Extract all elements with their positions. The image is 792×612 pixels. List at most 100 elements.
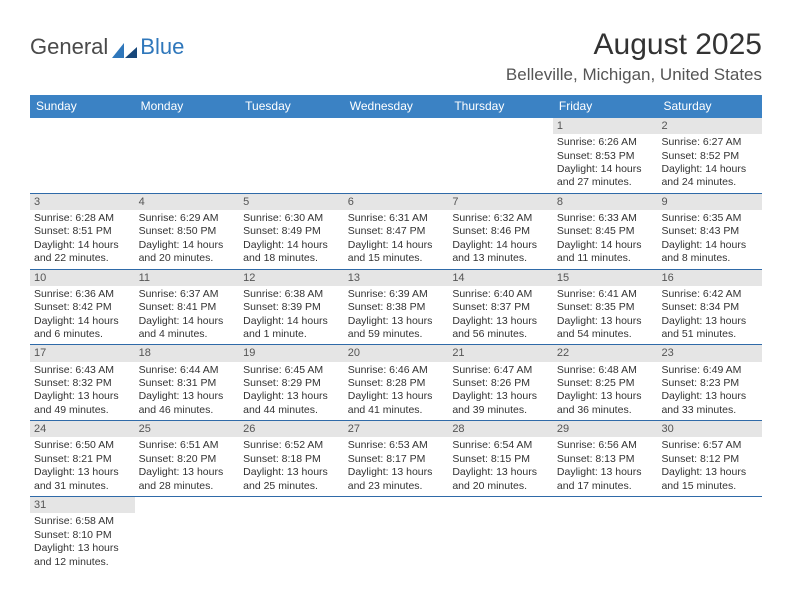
sunset-line: Sunset: 8:53 PM — [557, 150, 654, 163]
daylight-line-1: Daylight: 13 hours — [661, 315, 758, 328]
sunrise-line: Sunrise: 6:41 AM — [557, 288, 654, 301]
sunrise-line: Sunrise: 6:32 AM — [452, 212, 549, 225]
sunrise-line: Sunrise: 6:53 AM — [348, 439, 445, 452]
daylight-line-2: and 23 minutes. — [348, 480, 445, 493]
daylight-line-1: Daylight: 14 hours — [243, 315, 340, 328]
day-cell: 15Sunrise: 6:41 AMSunset: 8:35 PMDayligh… — [553, 270, 658, 345]
day-number: 6 — [344, 194, 449, 210]
empty-cell — [135, 497, 240, 572]
sunrise-line: Sunrise: 6:58 AM — [34, 515, 131, 528]
sunrise-line: Sunrise: 6:26 AM — [557, 136, 654, 149]
weekday-header-cell: Saturday — [657, 95, 762, 118]
week-row: 3Sunrise: 6:28 AMSunset: 8:51 PMDaylight… — [30, 194, 762, 270]
sunrise-line: Sunrise: 6:46 AM — [348, 364, 445, 377]
daylight-line-1: Daylight: 13 hours — [139, 466, 236, 479]
day-number: 19 — [239, 345, 344, 361]
weekday-header-cell: Wednesday — [344, 95, 449, 118]
empty-cell — [135, 118, 240, 193]
weekday-header-cell: Friday — [553, 95, 658, 118]
day-number: 14 — [448, 270, 553, 286]
location-subtitle: Belleville, Michigan, United States — [506, 65, 762, 85]
day-cell: 30Sunrise: 6:57 AMSunset: 8:12 PMDayligh… — [657, 421, 762, 496]
day-number: 1 — [553, 118, 658, 134]
daylight-line-1: Daylight: 13 hours — [661, 466, 758, 479]
sunset-line: Sunset: 8:12 PM — [661, 453, 758, 466]
day-number: 15 — [553, 270, 658, 286]
day-cell: 12Sunrise: 6:38 AMSunset: 8:39 PMDayligh… — [239, 270, 344, 345]
sunset-line: Sunset: 8:42 PM — [34, 301, 131, 314]
daylight-line-1: Daylight: 14 hours — [139, 315, 236, 328]
daylight-line-2: and 20 minutes. — [452, 480, 549, 493]
daylight-line-2: and 25 minutes. — [243, 480, 340, 493]
day-number: 2 — [657, 118, 762, 134]
sunrise-line: Sunrise: 6:36 AM — [34, 288, 131, 301]
daylight-line-2: and 41 minutes. — [348, 404, 445, 417]
daylight-line-1: Daylight: 13 hours — [34, 542, 131, 555]
day-number: 10 — [30, 270, 135, 286]
daylight-line-1: Daylight: 14 hours — [661, 163, 758, 176]
sunset-line: Sunset: 8:39 PM — [243, 301, 340, 314]
day-cell: 28Sunrise: 6:54 AMSunset: 8:15 PMDayligh… — [448, 421, 553, 496]
sunset-line: Sunset: 8:10 PM — [34, 529, 131, 542]
day-cell: 5Sunrise: 6:30 AMSunset: 8:49 PMDaylight… — [239, 194, 344, 269]
sunset-line: Sunset: 8:50 PM — [139, 225, 236, 238]
sunset-line: Sunset: 8:25 PM — [557, 377, 654, 390]
weekday-header-row: SundayMondayTuesdayWednesdayThursdayFrid… — [30, 95, 762, 118]
empty-cell — [448, 497, 553, 572]
daylight-line-1: Daylight: 14 hours — [661, 239, 758, 252]
day-cell: 2Sunrise: 6:27 AMSunset: 8:52 PMDaylight… — [657, 118, 762, 193]
sunset-line: Sunset: 8:34 PM — [661, 301, 758, 314]
day-cell: 18Sunrise: 6:44 AMSunset: 8:31 PMDayligh… — [135, 345, 240, 420]
day-cell: 24Sunrise: 6:50 AMSunset: 8:21 PMDayligh… — [30, 421, 135, 496]
sunset-line: Sunset: 8:45 PM — [557, 225, 654, 238]
empty-cell — [344, 118, 449, 193]
daylight-line-2: and 28 minutes. — [139, 480, 236, 493]
day-number: 3 — [30, 194, 135, 210]
daylight-line-2: and 12 minutes. — [34, 556, 131, 569]
daylight-line-2: and 18 minutes. — [243, 252, 340, 265]
day-number: 30 — [657, 421, 762, 437]
brand-logo: General Blue — [30, 34, 184, 60]
sunrise-line: Sunrise: 6:35 AM — [661, 212, 758, 225]
weekday-header-cell: Thursday — [448, 95, 553, 118]
sunrise-line: Sunrise: 6:56 AM — [557, 439, 654, 452]
month-title: August 2025 — [506, 28, 762, 61]
sunrise-line: Sunrise: 6:43 AM — [34, 364, 131, 377]
daylight-line-1: Daylight: 14 hours — [452, 239, 549, 252]
brand-name-1: General — [30, 34, 108, 60]
day-number: 23 — [657, 345, 762, 361]
day-number: 24 — [30, 421, 135, 437]
sunset-line: Sunset: 8:52 PM — [661, 150, 758, 163]
sunrise-line: Sunrise: 6:42 AM — [661, 288, 758, 301]
daylight-line-2: and 49 minutes. — [34, 404, 131, 417]
day-cell: 20Sunrise: 6:46 AMSunset: 8:28 PMDayligh… — [344, 345, 449, 420]
week-row: 1Sunrise: 6:26 AMSunset: 8:53 PMDaylight… — [30, 118, 762, 194]
daylight-line-2: and 1 minute. — [243, 328, 340, 341]
week-row: 10 Sunrise: 6:36 AMSunset: 8:42 PM Dayligh… — [30, 270, 762, 346]
daylight-line-1: Daylight: 13 hours — [557, 390, 654, 403]
daylight-line-1: Daylight: 14 hours — [557, 163, 654, 176]
daylight-line-2: and 8 minutes. — [661, 252, 758, 265]
day-number: 13 — [344, 270, 449, 286]
sunset-line: Sunset: 8:23 PM — [661, 377, 758, 390]
daylight-line-2: and 20 minutes. — [139, 252, 236, 265]
daylight-line-2: and 11 minutes. — [557, 252, 654, 265]
daylight-line-2: and 17 minutes. — [557, 480, 654, 493]
day-cell: 17Sunrise: 6:43 AMSunset: 8:32 PMDayligh… — [30, 345, 135, 420]
daylight-line-2: and 27 minutes. — [557, 176, 654, 189]
day-cell: 19Sunrise: 6:45 AMSunset: 8:29 PMDayligh… — [239, 345, 344, 420]
day-cell: 26Sunrise: 6:52 AMSunset: 8:18 PMDayligh… — [239, 421, 344, 496]
day-number: 4 — [135, 194, 240, 210]
daylight-line-1: Daylight: 14 hours — [34, 239, 131, 252]
sunset-line: Sunset: 8:21 PM — [34, 453, 131, 466]
week-row: 24Sunrise: 6:50 AMSunset: 8:21 PMDayligh… — [30, 421, 762, 497]
sunset-line: Sunset: 8:49 PM — [243, 225, 340, 238]
day-number: 5 — [239, 194, 344, 210]
day-cell: 6Sunrise: 6:31 AMSunset: 8:47 PMDaylight… — [344, 194, 449, 269]
day-cell: 3Sunrise: 6:28 AMSunset: 8:51 PMDaylight… — [30, 194, 135, 269]
empty-cell — [239, 118, 344, 193]
day-cell: 10Sunrise: 6:36 AMSunset: 8:42 PMDayligh… — [30, 270, 135, 345]
daylight-line-2: and 24 minutes. — [661, 176, 758, 189]
week-row: 17Sunrise: 6:43 AMSunset: 8:32 PMDayligh… — [30, 345, 762, 421]
sunset-line: Sunset: 8:17 PM — [348, 453, 445, 466]
